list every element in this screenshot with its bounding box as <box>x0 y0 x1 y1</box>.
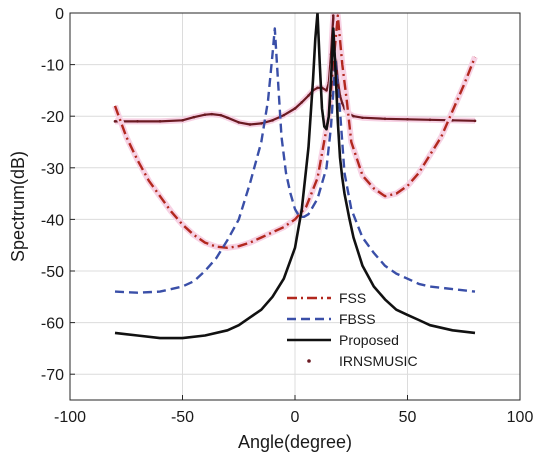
series-irnsmusic-point <box>406 117 409 121</box>
series-irnsmusic-point <box>473 119 477 123</box>
series-proposed-line <box>114 13 476 340</box>
series-irnsmusic-point <box>331 14 335 17</box>
legend-marker-irnsmusic <box>307 359 311 363</box>
series-irnsmusic-point <box>237 121 241 124</box>
x-axis-label: Angle(degree) <box>238 432 352 452</box>
y-tick-label: -10 <box>41 58 64 75</box>
series-irnsmusic-point <box>361 116 364 120</box>
legend-label-fss: FSS <box>339 290 366 306</box>
series-irnsmusic-point <box>307 94 310 97</box>
x-tick-label: -50 <box>171 409 194 426</box>
series-irnsmusic-point <box>203 113 207 116</box>
series-irnsmusic-point <box>181 119 184 122</box>
series-irnsmusic-point <box>271 119 274 122</box>
series-irnsmusic-point <box>248 123 252 126</box>
x-tick-label: 50 <box>399 409 417 426</box>
series-group <box>112 13 478 340</box>
tick-labels: -100 -50 0 50 100 0 -10 -20 -30 -40 -50 -60 -70 <box>41 6 534 426</box>
series-irnsmusic-point <box>282 113 286 117</box>
series-irnsmusic-point <box>300 100 304 104</box>
series-irnsmusic-point <box>158 120 162 123</box>
series-irnsmusic-point <box>293 107 297 110</box>
y-tick-label: -30 <box>41 161 64 178</box>
y-tick-label: -50 <box>41 264 64 281</box>
legend-label-proposed: Proposed <box>339 332 399 348</box>
legend-label-irnsmusic: IRNSMUSIC <box>339 353 418 369</box>
legend-label-fbss: FBSS <box>339 311 376 327</box>
series-irnsmusic-point <box>226 116 229 120</box>
series-irnsmusic-point <box>219 113 223 117</box>
y-tick-label: -40 <box>41 212 64 229</box>
x-tick-label: -100 <box>54 409 86 426</box>
series-fss-line <box>113 14 477 250</box>
legend: FSS FBSS Proposed IRNSMUSIC <box>287 290 418 369</box>
y-tick-label: -70 <box>41 367 64 384</box>
series-irnsmusic-point <box>352 114 355 118</box>
y-tick-label: -60 <box>41 316 64 333</box>
series-irnsmusic-point <box>136 120 139 123</box>
y-axis-label: Spectrum(dB) <box>8 151 28 262</box>
series-irnsmusic-point <box>259 122 263 125</box>
y-tick-label: 0 <box>55 6 64 23</box>
series-irnsmusic-point <box>325 89 328 92</box>
x-tick-label: 0 <box>291 409 300 426</box>
series-irnsmusic-point <box>210 112 214 116</box>
series-irnsmusic-point <box>316 86 319 90</box>
y-tick-label: -20 <box>41 109 64 126</box>
series-irnsmusic-point <box>192 115 196 119</box>
x-tick-label: 100 <box>507 409 534 426</box>
series-irnsmusic-point <box>428 118 432 122</box>
series-irnsmusic-point <box>383 117 387 121</box>
series-irnsmusic-point <box>340 102 344 105</box>
series-irnsmusic-point <box>113 120 117 123</box>
